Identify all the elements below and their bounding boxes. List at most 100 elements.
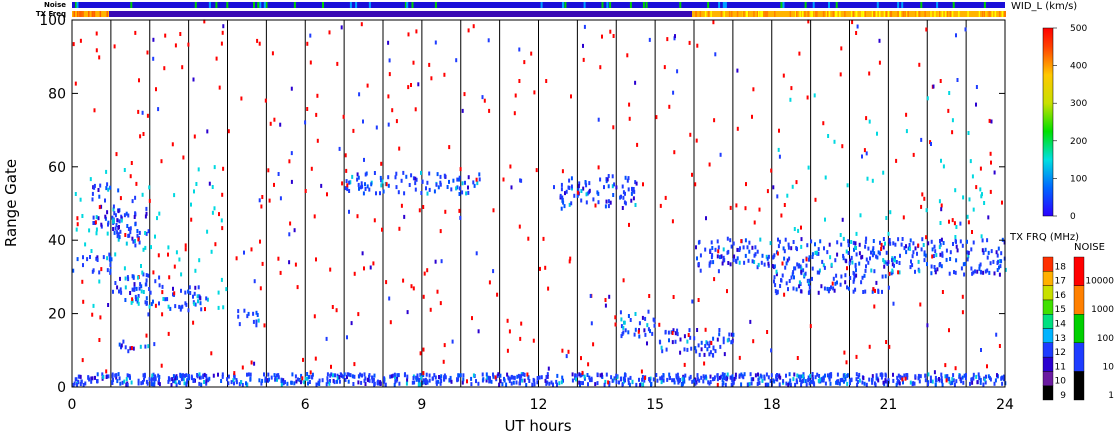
data-point xyxy=(871,377,874,382)
data-point xyxy=(191,376,193,381)
data-point xyxy=(751,114,753,119)
data-point xyxy=(143,374,146,379)
data-point xyxy=(748,249,751,254)
noise-colorbar-tick-label: 100 xyxy=(1097,334,1114,344)
data-point xyxy=(178,304,181,309)
data-point xyxy=(563,204,566,209)
data-point xyxy=(919,302,922,307)
data-point xyxy=(221,192,224,197)
data-point xyxy=(199,301,202,306)
data-point xyxy=(426,191,429,196)
data-point xyxy=(671,340,674,345)
data-point xyxy=(830,285,832,290)
txfreq-colorbar-tick-label: 10 xyxy=(1055,377,1067,387)
data-point xyxy=(734,372,737,377)
data-point xyxy=(800,266,803,271)
data-point xyxy=(629,375,632,380)
txfreq-colorbar-cell xyxy=(1042,385,1054,401)
data-point xyxy=(848,261,851,266)
data-point xyxy=(565,189,568,194)
data-point xyxy=(997,246,1000,251)
data-point xyxy=(858,378,861,383)
data-point xyxy=(804,271,807,276)
data-point xyxy=(920,137,923,142)
data-point xyxy=(107,222,109,227)
data-point xyxy=(706,341,709,346)
data-point xyxy=(346,187,349,192)
y-tick-label: 40 xyxy=(48,233,66,249)
data-point xyxy=(745,182,747,187)
txfreq-mark xyxy=(757,11,759,17)
data-point xyxy=(688,40,691,45)
data-point xyxy=(197,299,199,304)
txfreq-mark xyxy=(77,11,79,17)
data-point xyxy=(709,380,712,384)
txfreq-mark xyxy=(801,11,804,17)
data-point xyxy=(458,177,460,182)
data-point xyxy=(373,373,376,378)
data-point xyxy=(749,372,752,377)
data-point xyxy=(854,264,857,269)
data-point xyxy=(313,314,316,319)
data-point xyxy=(330,372,333,377)
data-point xyxy=(749,319,752,324)
data-point xyxy=(357,182,360,187)
noise-bar-label: Noise xyxy=(44,1,66,9)
data-point xyxy=(901,377,904,382)
data-point xyxy=(782,379,785,384)
data-point xyxy=(736,68,739,73)
data-point xyxy=(75,227,78,232)
data-point xyxy=(611,184,614,189)
data-point xyxy=(119,229,122,234)
data-point xyxy=(822,263,825,268)
txfreq-mark xyxy=(795,11,797,17)
data-point xyxy=(145,282,148,287)
data-point xyxy=(945,248,948,253)
data-point xyxy=(158,378,160,383)
noise-colorbar-cell xyxy=(1073,285,1085,315)
data-point xyxy=(439,174,442,179)
width-colorbar-title: WID_L (km/s) xyxy=(1011,1,1077,12)
data-point xyxy=(153,379,156,384)
data-point xyxy=(527,375,530,380)
data-point xyxy=(828,375,831,380)
data-point xyxy=(884,241,886,246)
data-point xyxy=(927,372,930,377)
data-point xyxy=(722,374,725,379)
data-point xyxy=(615,380,618,385)
data-point xyxy=(187,42,190,47)
data-point xyxy=(844,273,847,278)
data-point xyxy=(137,301,140,306)
data-point xyxy=(983,201,986,205)
data-point xyxy=(510,375,513,380)
data-point xyxy=(145,273,148,278)
noise-mark xyxy=(645,2,648,8)
data-point xyxy=(442,359,445,364)
data-point xyxy=(86,257,89,262)
data-point xyxy=(264,98,267,103)
data-point xyxy=(819,239,822,244)
data-point xyxy=(309,33,312,38)
txfreq-mark xyxy=(994,11,997,17)
data-point xyxy=(117,225,120,230)
data-point xyxy=(395,171,398,176)
data-point xyxy=(867,260,870,265)
data-point xyxy=(849,258,852,263)
txfreq-mark xyxy=(889,11,892,17)
data-point xyxy=(726,338,729,343)
data-point xyxy=(948,328,950,333)
data-point xyxy=(807,165,810,170)
data-point xyxy=(347,379,350,384)
data-point xyxy=(173,291,176,296)
data-point xyxy=(791,272,794,277)
data-point xyxy=(545,79,548,83)
noise-mark xyxy=(265,2,268,8)
txfreq-mark xyxy=(695,11,698,17)
data-point xyxy=(704,327,707,332)
data-point xyxy=(719,152,722,157)
noise-mark xyxy=(606,2,609,8)
data-point xyxy=(316,93,319,98)
data-point xyxy=(696,256,698,261)
data-point xyxy=(841,144,844,149)
data-point xyxy=(366,83,369,88)
